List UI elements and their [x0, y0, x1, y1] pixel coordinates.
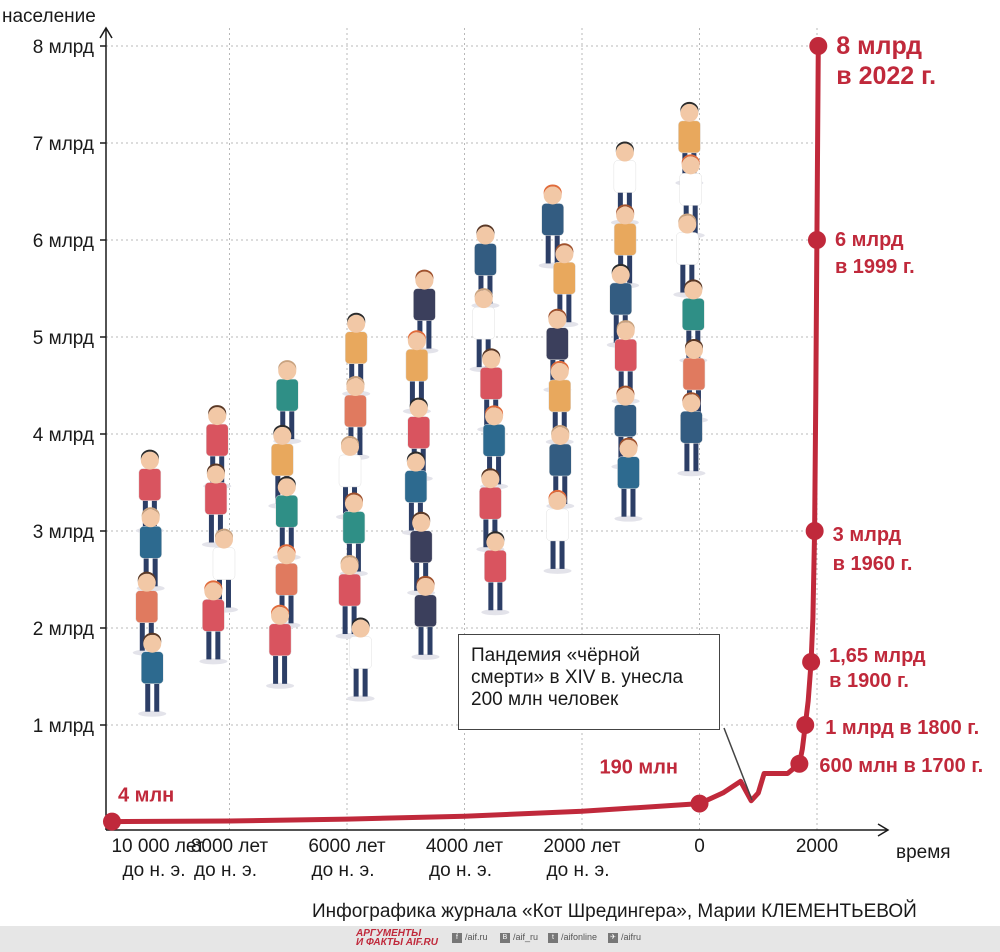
credit-text: Инфографика журнала «Кот Шредингера», Ма… — [312, 900, 917, 922]
data-label: 1,65 млрд — [829, 645, 926, 667]
telegram-link[interactable]: ✈/aifru — [608, 932, 641, 943]
x-tick-label: 4000 лет — [426, 836, 504, 857]
facebook-icon: f — [452, 932, 462, 943]
data-label: 1 млрд в 1800 г. — [825, 717, 979, 739]
y-tick-label: 5 млрд — [33, 328, 94, 349]
vk-link[interactable]: В/aif_ru — [500, 932, 538, 943]
data-point — [809, 37, 828, 55]
person-figure — [611, 320, 640, 405]
x-tick-label-sub: до н. э. — [429, 860, 492, 881]
x-tick-label-sub: до н. э. — [312, 860, 375, 881]
data-labels: 4 млн 190 млн 600 млн в 1700 г. 1 млрд в 18… — [118, 32, 983, 807]
data-point — [805, 522, 824, 540]
vk-icon: В — [500, 932, 510, 943]
person-figure — [481, 531, 510, 616]
data-point — [807, 231, 826, 249]
crowd-illustration — [132, 101, 708, 717]
telegram-icon: ✈ — [608, 932, 618, 943]
data-point — [690, 794, 709, 813]
person-figure — [543, 489, 572, 574]
data-label: 3 млрд — [833, 524, 902, 546]
x-tick-label: 6000 лет — [308, 836, 386, 857]
data-point — [790, 754, 809, 773]
y-tick-label: 2 млрд — [33, 619, 94, 640]
person-figure — [677, 392, 706, 477]
y-tick-label: 1 млрд — [33, 716, 94, 737]
person-figure — [272, 476, 301, 561]
person-figure — [676, 154, 705, 239]
data-label-sub: в 1960 г. — [833, 553, 913, 575]
person-figure — [136, 507, 165, 592]
person-figure — [545, 360, 574, 445]
annotation-line-3: 200 млн человек — [471, 689, 619, 710]
person-figure — [550, 243, 579, 328]
x-tick-label: 2000 лет — [543, 836, 621, 857]
axes: население время — [2, 6, 951, 863]
x-tick-label: 10 000 лет — [111, 836, 204, 857]
footer-bar: АРГУМЕНТЫ И ФАКТЫ AIF.RU f/aif.ru В/aif_… — [0, 926, 1000, 952]
data-label: 4 млн — [118, 785, 174, 807]
y-tick-label: 8 млрд — [33, 37, 94, 58]
person-figure — [538, 184, 567, 269]
data-point — [796, 716, 815, 734]
x-tick-label-sub: до н. э. — [194, 860, 257, 881]
person-figure — [199, 580, 228, 665]
x-tick-label: 2000 — [796, 836, 838, 857]
data-point — [802, 652, 821, 671]
y-axis-label: население — [2, 6, 96, 27]
data-points — [103, 37, 828, 831]
data-label: 8 млрд — [836, 32, 922, 60]
x-tick-label: 0 — [694, 836, 705, 857]
aif-logo[interactable]: АРГУМЕНТЫ И ФАКТЫ AIF.RU — [356, 928, 438, 948]
data-label-sub: в 1999 г. — [835, 256, 915, 278]
data-label: 190 млн — [600, 757, 679, 779]
facebook-link[interactable]: f/aif.ru — [452, 932, 488, 943]
person-figure — [266, 604, 295, 689]
callout-pointer — [723, 727, 753, 801]
y-tick-label: 4 млрд — [33, 425, 94, 446]
y-tick-labels: 1 млрд 2 млрд 3 млрд 4 млрд 5 млрд 6 млрд 7 мл… — [33, 37, 106, 737]
logo-line-2: И ФАКТЫ AIF.RU — [356, 937, 438, 948]
x-tick-label-sub: до н. э. — [547, 860, 610, 881]
annotation-line-1: Пандемия «чёрной — [471, 645, 640, 666]
x-tick-label-sub: до н. э. — [123, 860, 186, 881]
person-figure — [346, 617, 375, 702]
twitter-link[interactable]: t/aifonline — [548, 932, 597, 943]
data-label-sub: в 1900 г. — [829, 670, 909, 692]
person-figure — [201, 463, 230, 548]
y-tick-label: 3 млрд — [33, 522, 94, 543]
person-figure — [138, 632, 167, 717]
person-figure — [614, 437, 643, 522]
data-point — [103, 812, 121, 831]
y-tick-label: 7 млрд — [33, 134, 94, 155]
data-label: 6 млрд — [835, 229, 904, 251]
black-death-annotation: Пандемия «чёрной смерти» в XIV в. унесла… — [458, 634, 720, 730]
logo-line-1: АРГУМЕНТЫ — [356, 928, 422, 939]
data-label-sub: в 2022 г. — [836, 62, 936, 90]
person-figure — [471, 224, 500, 309]
x-axis-label: время — [896, 842, 951, 863]
x-tick-label: 8000 лет — [191, 836, 269, 857]
data-label: 600 млн в 1700 г. — [819, 755, 983, 777]
y-tick-label: 6 млрд — [33, 231, 94, 252]
person-figure — [411, 575, 440, 660]
twitter-icon: t — [548, 932, 558, 943]
x-axis-arrow — [877, 823, 890, 837]
y-axis-arrow — [99, 26, 113, 39]
annotation-line-2: смерти» в XIV в. унесла — [471, 667, 684, 688]
